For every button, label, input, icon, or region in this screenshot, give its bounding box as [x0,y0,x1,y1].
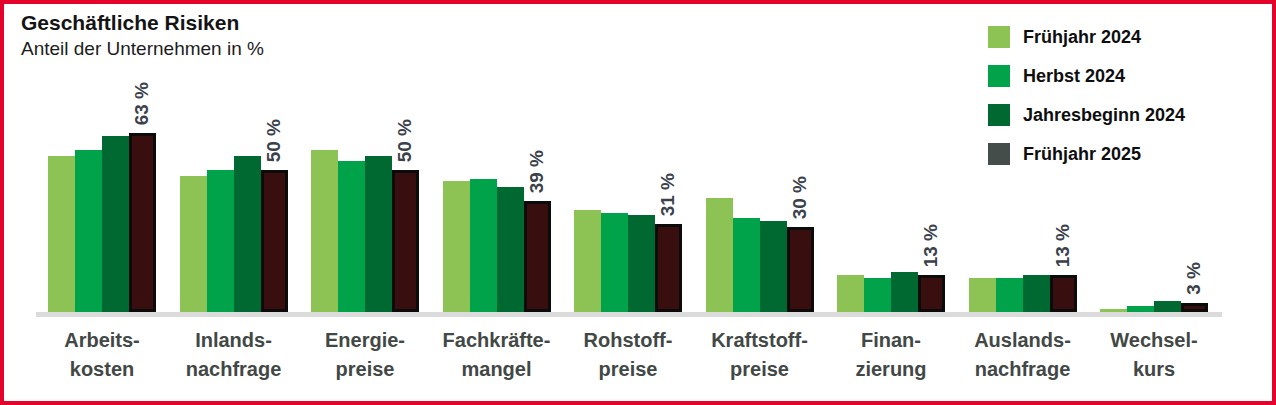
bar [1181,303,1208,312]
bar [392,170,419,312]
bar [969,278,996,312]
category-label: Wechsel-kurs [1074,326,1234,384]
bar-value-label: 30 % [790,176,810,219]
bar [918,275,945,312]
bar-group: 30 % [706,0,814,312]
chart-panel: Geschäftliche Risiken Anteil der Unterne… [0,0,1276,405]
bar [996,278,1023,312]
bar-value-label: 50 % [395,119,415,162]
bar [75,150,102,312]
category-label-line: Wechsel- [1074,326,1234,355]
bar [443,181,470,312]
bar [338,161,365,312]
bar-group: 3 % [1100,0,1208,312]
bar [365,156,392,312]
bar-value-label: 50 % [264,119,284,162]
bar [655,224,682,312]
bar [760,221,787,312]
bar-value-label: 3 % [1184,262,1204,295]
bar [102,136,129,312]
bar-group: 50 % [180,0,288,312]
bar [311,150,338,312]
bar-group: 63 % [48,0,156,312]
bar [601,213,628,312]
bar-group: 50 % [311,0,419,312]
bar [129,133,156,312]
bar [891,272,918,312]
bar [733,218,760,312]
bar [207,170,234,312]
bar [628,215,655,312]
x-axis-line [36,312,1222,317]
bar [787,227,814,312]
bar [180,176,207,312]
bar-group: 13 % [837,0,945,312]
bar-group: 13 % [969,0,1077,312]
bar [864,278,891,312]
category-label-line: kurs [1074,355,1234,384]
bar [497,187,524,312]
bar-value-label: 39 % [527,150,547,193]
bar [1100,309,1127,312]
bar-value-label: 13 % [921,224,941,267]
bar-group: 31 % [574,0,682,312]
bar [524,201,551,312]
bar [1154,301,1181,312]
bar [48,156,75,312]
bar [1023,275,1050,312]
bar-value-label: 63 % [132,82,152,125]
bar-value-label: 31 % [658,173,678,216]
bar [837,275,864,312]
bar [1050,275,1077,312]
bar [470,179,497,312]
bar [574,210,601,312]
bar [1127,306,1154,312]
bar-group: 39 % [443,0,551,312]
bar-value-label: 13 % [1053,224,1073,267]
bar [261,170,288,312]
bar [234,156,261,312]
bar [706,198,733,312]
